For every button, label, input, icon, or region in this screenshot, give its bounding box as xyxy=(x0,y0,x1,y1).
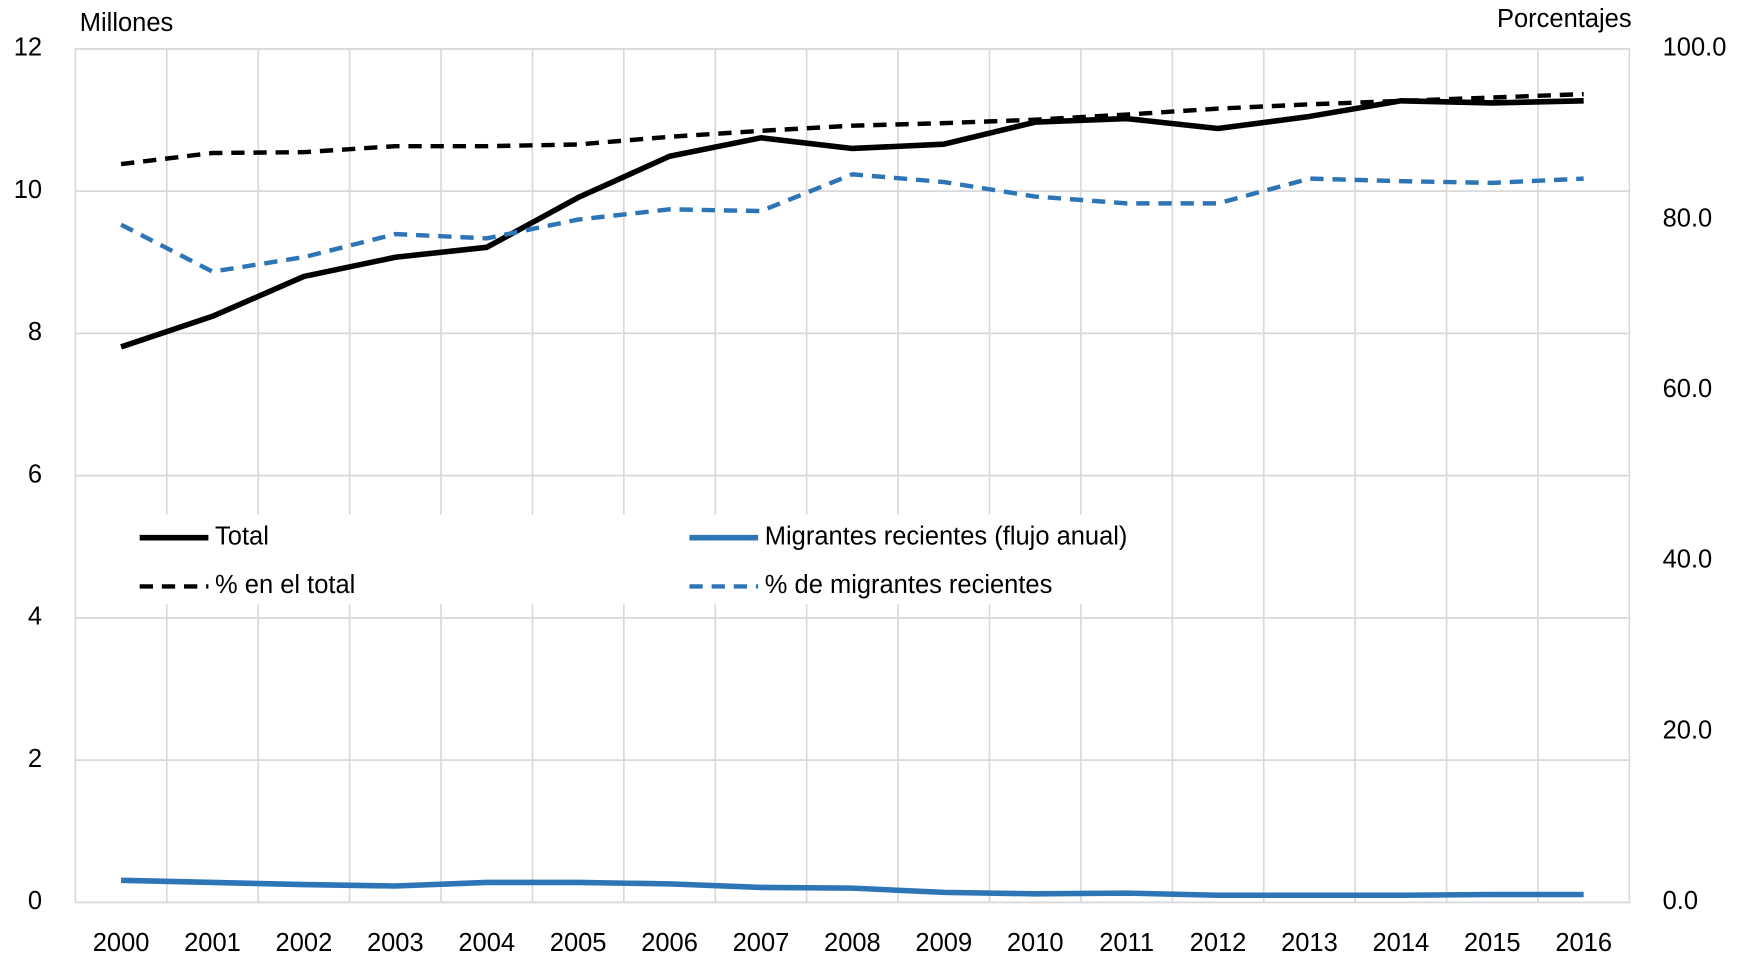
y-axis-label: Millones xyxy=(80,9,173,37)
y-tick-label: 10 xyxy=(14,176,42,204)
legend-label: Migrantes recientes (flujo anual) xyxy=(765,522,1128,550)
x-tick-label: 2004 xyxy=(458,929,515,957)
plot-border xyxy=(74,48,1631,904)
y-tick-label: 0 xyxy=(28,887,42,915)
x-tick-label: 2009 xyxy=(915,929,972,957)
series-line xyxy=(121,877,1584,899)
series-line xyxy=(120,98,1584,350)
x-tick-label: 2010 xyxy=(1007,929,1064,957)
y-tick-label: 8 xyxy=(28,318,42,346)
y2-tick-label: 100.0 xyxy=(1663,34,1727,62)
x-tick-label: 2015 xyxy=(1464,929,1521,957)
y-tick-label: 2 xyxy=(28,745,42,773)
series-line xyxy=(120,172,1584,274)
x-tick-label: 2008 xyxy=(824,929,881,957)
y2-tick-label: 20.0 xyxy=(1663,716,1713,744)
y-tick-label: 6 xyxy=(28,460,42,488)
legend-background xyxy=(121,514,1164,605)
y-tick-label: 4 xyxy=(28,603,42,631)
y2-axis-label: Porcentajes xyxy=(1497,5,1632,33)
x-tick-label: 2014 xyxy=(1372,929,1429,957)
x-tick-label: 2000 xyxy=(93,929,150,957)
legend-label: Total xyxy=(215,522,269,550)
y2-tick-label: 40.0 xyxy=(1663,546,1713,574)
series-line xyxy=(120,91,1584,167)
y-tick-label: 12 xyxy=(14,34,42,62)
y2-tick-label: 60.0 xyxy=(1663,375,1713,403)
x-tick-label: 2006 xyxy=(641,929,698,957)
x-tick-label: 2016 xyxy=(1555,929,1612,957)
y2-tick-label: 80.0 xyxy=(1663,204,1713,232)
x-tick-label: 2005 xyxy=(550,929,607,957)
legend-label: % de migrantes recientes xyxy=(765,571,1053,599)
x-tick-label: 2012 xyxy=(1190,929,1247,957)
x-tick-label: 2002 xyxy=(276,929,333,957)
legend-label: % en el total xyxy=(215,571,355,599)
x-tick-label: 2007 xyxy=(733,929,790,957)
x-tick-label: 2003 xyxy=(367,929,424,957)
y2-tick-label: 0.0 xyxy=(1663,887,1698,915)
x-tick-label: 2013 xyxy=(1281,929,1338,957)
x-tick-label: 2001 xyxy=(184,929,241,957)
x-tick-label: 2011 xyxy=(1099,929,1154,957)
